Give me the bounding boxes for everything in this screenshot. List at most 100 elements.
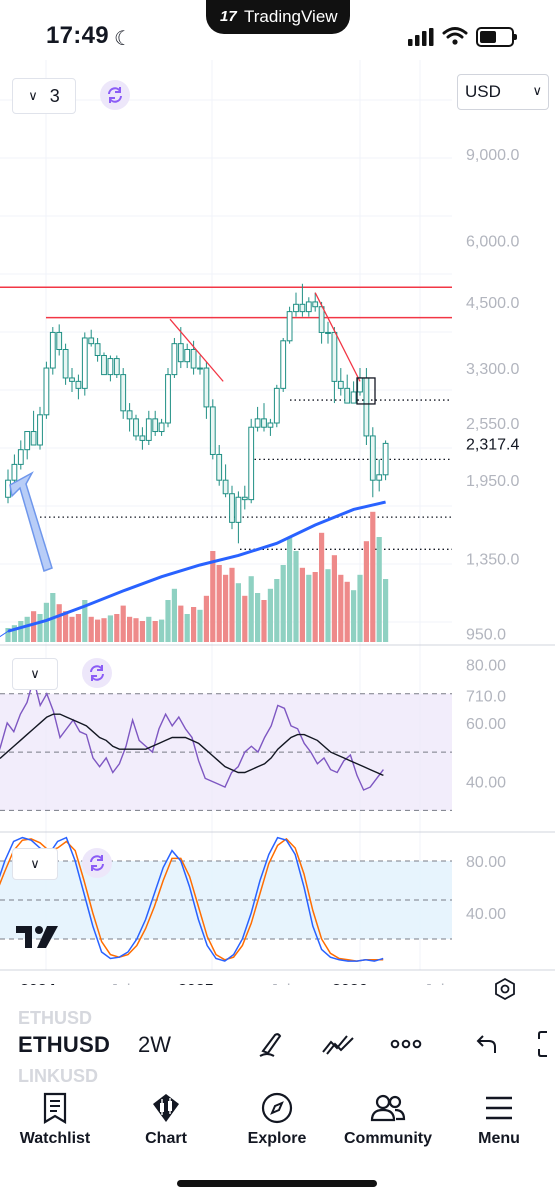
nav-label: Menu (478, 1130, 520, 1147)
volume-bar (101, 618, 107, 642)
pattern-box (356, 377, 376, 405)
candle-body (81, 337, 88, 389)
next-symbol[interactable]: LINKUSD (18, 1066, 98, 1086)
home-indicator (177, 1180, 377, 1187)
arrow-drawing (9, 471, 53, 572)
menu-icon (486, 1096, 512, 1120)
nav-label: Community (344, 1130, 432, 1147)
volume-bar (69, 616, 75, 642)
volume-bar (255, 593, 261, 642)
volume-bar (43, 602, 49, 642)
nav-watchlist[interactable]: Watchlist (0, 1092, 110, 1148)
nav-label: Watchlist (19, 1130, 91, 1147)
volume-bar (216, 565, 222, 642)
volume-bar (331, 555, 337, 642)
candle-body (165, 374, 171, 424)
volume-bar (95, 619, 101, 642)
candle-body (88, 337, 95, 345)
candle-body (254, 418, 261, 428)
price-tick: 710.0 (466, 689, 506, 706)
nav-explore[interactable]: Explore (222, 1092, 332, 1148)
dynamic-island[interactable]: 17 TradingView (206, 0, 350, 34)
ma-tail (0, 630, 9, 638)
candle-body (318, 306, 325, 333)
rsi-collapse-button[interactable]: ∨ (12, 658, 58, 690)
volume-bar (210, 551, 216, 642)
volume-bar (184, 614, 190, 642)
candle-body (120, 374, 127, 412)
volume-bar (376, 537, 382, 642)
cellular-signal-icon (408, 28, 434, 46)
volume-bar (383, 579, 389, 642)
candle-body (331, 331, 338, 382)
price-tick: 1,950.0 (466, 473, 519, 490)
battery-icon (476, 27, 517, 47)
pen-icon[interactable] (252, 1026, 288, 1062)
stoch-sync-icon[interactable] (82, 848, 112, 878)
price-tick: 2,550.0 (466, 416, 519, 433)
rsi-ma-line (0, 713, 384, 777)
volume-bar (11, 625, 17, 642)
nav-chart[interactable]: Chart (111, 1092, 221, 1148)
volume-bar (363, 541, 369, 642)
prev-symbol[interactable]: ETHUSD (18, 1008, 93, 1028)
watchlist-icon (43, 1092, 67, 1124)
stoch-collapse-button[interactable]: ∨ (12, 848, 58, 880)
price-tick: 3,300.0 (466, 361, 519, 378)
nav-menu[interactable]: Menu (444, 1092, 554, 1148)
currency-selector[interactable]: USD ∨ (457, 74, 549, 110)
candle-body (69, 377, 75, 382)
rsi-tick: 40.00 (466, 774, 506, 791)
ma-200-line (7, 500, 386, 633)
undo-icon[interactable] (468, 1026, 504, 1062)
candle-body (75, 380, 82, 389)
volume-bar (37, 614, 43, 642)
compass-icon (261, 1092, 293, 1124)
candle-body (229, 493, 235, 523)
candle-body (11, 463, 18, 481)
volume-bar (312, 572, 318, 642)
volume-bar (229, 567, 235, 642)
candle-body (305, 301, 312, 313)
volume-bar (146, 616, 152, 642)
stoch-d-line (0, 837, 384, 962)
volume-bar (31, 611, 37, 642)
price-tick: 6,000.0 (466, 234, 519, 251)
candle-body (376, 474, 383, 481)
candle-body (273, 387, 280, 424)
time-tick: 2024 (20, 982, 56, 985)
candle-body (24, 431, 31, 451)
timeframe-selector[interactable]: 2W (138, 1032, 171, 1057)
chart-canvas[interactable]: 12,000.09,000.06,000.04,500.03,300.02,55… (0, 60, 555, 985)
time-tick: Jul (110, 982, 130, 985)
candle-body (235, 496, 242, 523)
candle-body (280, 340, 287, 389)
volume-bar (203, 595, 209, 642)
more-icon[interactable] (388, 1026, 424, 1062)
symbol-name[interactable]: ETHUSD (18, 1032, 111, 1057)
volume-bar (325, 569, 331, 642)
nav-label: Chart (145, 1130, 187, 1147)
chart-settings-icon[interactable] (492, 976, 518, 1002)
candle-body (197, 367, 203, 370)
candle-body (286, 311, 293, 342)
volume-bars (5, 511, 389, 642)
nav-community[interactable]: Community (333, 1092, 443, 1148)
sync-icon[interactable] (100, 80, 130, 110)
volume-bar (159, 619, 165, 642)
drawings (9, 292, 376, 572)
rsi-sync-icon[interactable] (82, 658, 112, 688)
rsi-line (0, 676, 384, 791)
volume-bar (267, 588, 273, 642)
stoch-tick: 40.00 (466, 906, 506, 923)
interval-selector[interactable]: ∨ 3 (12, 78, 76, 114)
candle-body (30, 431, 37, 446)
indicators-icon[interactable] (320, 1026, 356, 1062)
chevron-down-icon: ∨ (532, 83, 542, 98)
fullscreen-icon[interactable] (530, 1026, 555, 1062)
price-tick: 950.0 (466, 626, 506, 643)
candle-body (216, 453, 223, 481)
rsi-tick: 60.00 (466, 716, 506, 733)
candle-body (177, 343, 184, 363)
price-tick: 4,500.0 (466, 295, 519, 312)
